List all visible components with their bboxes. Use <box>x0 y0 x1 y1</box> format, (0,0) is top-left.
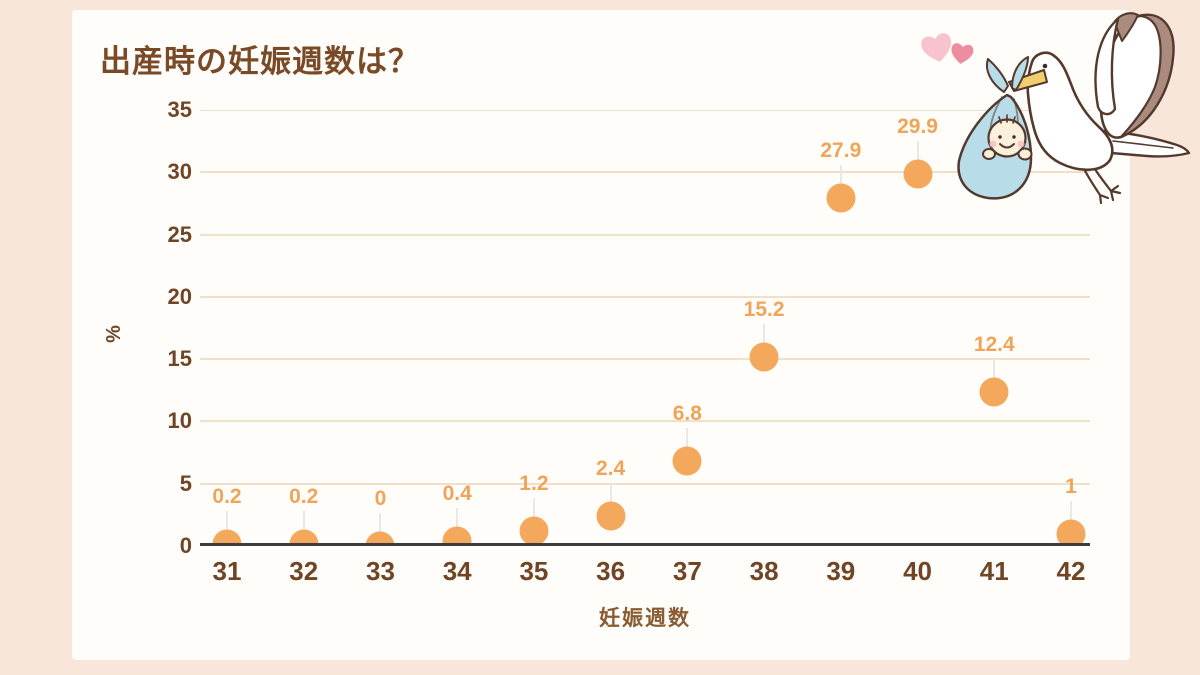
label-leader-line <box>686 428 689 448</box>
data-point-label: 15.2 <box>743 297 785 321</box>
x-tick-label: 32 <box>289 556 319 586</box>
data-point-label: 29.9 <box>897 114 938 138</box>
label-leader-line <box>302 510 305 530</box>
x-tick-label: 38 <box>749 556 779 586</box>
data-point-label: 6.8 <box>672 402 702 426</box>
x-tick-label: 36 <box>596 556 626 586</box>
x-tick-label: 31 <box>212 556 242 586</box>
data-point-label: 1.2 <box>519 472 549 496</box>
gridline <box>200 482 1090 485</box>
heart-icon <box>951 43 974 64</box>
baby-hair <box>998 114 1016 124</box>
label-leader-line <box>916 140 919 160</box>
data-point-label: 1 <box>1065 474 1077 498</box>
x-tick-label: 33 <box>365 556 395 586</box>
data-point-label: 0.2 <box>212 484 242 508</box>
baby-face <box>982 114 1033 161</box>
baby-hand <box>982 148 996 160</box>
data-point-label: 0.4 <box>442 482 472 506</box>
y-tick-label: 25 <box>167 221 192 247</box>
x-tick-label: 40 <box>903 556 932 586</box>
data-point-week-32 <box>289 529 319 546</box>
x-tick-label: 39 <box>826 556 856 586</box>
data-point-week-36 <box>596 501 626 531</box>
y-tick-label: 35 <box>167 97 192 122</box>
data-point-week-34 <box>442 526 472 546</box>
data-point-week-35 <box>519 516 549 546</box>
label-leader-line <box>1070 500 1072 520</box>
stork-baby-illustration <box>921 12 1191 205</box>
x-tick-label: 35 <box>519 556 549 586</box>
stork-tail <box>1103 129 1191 158</box>
data-point-label: 0 <box>374 487 387 510</box>
data-point-week-33 <box>365 531 395 546</box>
data-point-week-39 <box>826 183 856 213</box>
x-tick-label: 37 <box>672 556 702 586</box>
x-axis-title: 妊娠週数 <box>599 607 691 630</box>
data-point-week-38 <box>749 342 779 372</box>
y-tick-label: 5 <box>179 470 192 496</box>
x-tick-label: 34 <box>442 556 472 586</box>
y-tick-label: 10 <box>167 408 192 434</box>
x-tick-label: 41 <box>979 556 1009 586</box>
label-leader-line <box>456 508 459 528</box>
baby-hand <box>1017 147 1033 161</box>
gridline <box>200 171 1090 174</box>
gridline <box>200 233 1090 236</box>
data-point-week-31 <box>212 529 242 546</box>
y-tick-label: 0 <box>179 533 192 558</box>
label-leader-line <box>226 510 228 530</box>
label-leader-line <box>993 358 996 378</box>
stork-eye <box>1042 63 1048 69</box>
heart-icon <box>921 33 952 62</box>
data-point-label: 12.4 <box>973 332 1015 356</box>
data-point-week-40 <box>903 159 933 189</box>
data-point-week-37 <box>672 446 702 476</box>
data-point-label: 2.4 <box>596 457 626 481</box>
y-tick-label: 20 <box>167 283 192 309</box>
chart-card: 出産時の妊娠週数は？ % 0 5 10 15 20 25 30 35 0.2 0.2 0 0.4 1.… <box>72 10 1130 660</box>
gridline <box>200 358 1090 361</box>
plot-area: 0.2 0.2 0 0.4 1.2 2.4 6.8 15.2 27.9 29.9 12.4 1 <box>200 110 1090 546</box>
gridline <box>200 110 1090 111</box>
x-axis-line <box>200 543 1090 546</box>
label-leader-line <box>763 323 766 343</box>
label-leader-line <box>379 513 382 532</box>
chart-title: 出産時の妊娠週数は？ <box>100 44 420 79</box>
label-leader-line <box>609 483 612 503</box>
stork-body <box>1026 51 1114 172</box>
label-leader-line <box>839 165 842 185</box>
data-point-label: 27.9 <box>820 139 862 163</box>
gridline <box>200 420 1090 423</box>
y-tick-label: 30 <box>167 159 192 185</box>
stork-wing <box>1094 12 1175 139</box>
data-point-label: 0.2 <box>289 484 319 508</box>
label-leader-line <box>532 498 535 518</box>
data-point-week-42 <box>1056 519 1086 546</box>
data-point-week-41 <box>979 377 1009 407</box>
y-tick-label: 15 <box>167 346 192 372</box>
gridline <box>200 295 1090 298</box>
x-tick-label: 42 <box>1056 556 1086 586</box>
